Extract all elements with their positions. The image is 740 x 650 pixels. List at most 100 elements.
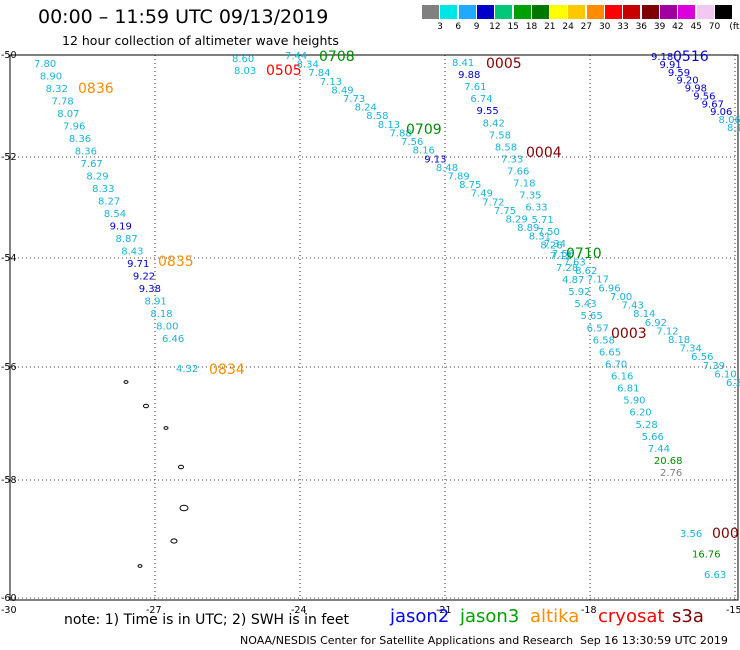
swh-reading: 7.66 <box>507 167 529 178</box>
swh-reading: 7.49 <box>471 189 493 200</box>
credit-line: NOAA/NESDIS Center for Satellite Applica… <box>240 634 574 647</box>
legend-label: 39 <box>653 22 666 32</box>
swh-reading: 6.37 <box>726 378 740 389</box>
legend-label: 9 <box>473 22 480 32</box>
satellite-altika: altika <box>530 606 580 627</box>
swh-reading: 8.32 <box>46 84 68 95</box>
lon-tick-label: -24 <box>291 605 307 616</box>
swh-reading: 7.35 <box>519 191 541 202</box>
swh-reading: 7.12 <box>656 326 678 337</box>
swh-reading: 8.36 <box>69 134 91 145</box>
legend-label: 24 <box>562 22 574 32</box>
swh-reading: 8.58 <box>366 111 388 122</box>
satellite-s3a: s3a <box>672 606 704 627</box>
legend-label: 30 <box>598 22 611 32</box>
satellite-jason3: jason3 <box>460 606 520 627</box>
island-outline <box>170 538 178 544</box>
swh-reading: 4.87 <box>562 275 584 286</box>
swh-reading: 7.72 <box>482 197 504 208</box>
swh-reading: 8.91 <box>145 297 167 308</box>
swh-reading: 9.19 <box>110 222 132 233</box>
map-title: 00:00 – 11:59 UTC 09/13/2019 <box>38 6 329 28</box>
swh-reading: 6.57 <box>587 323 609 334</box>
swh-reading: 5.71 <box>532 215 554 226</box>
swh-reading: 9.22 <box>133 272 155 283</box>
swh-reading: 7.56 <box>401 137 423 148</box>
swh-reading: 5.92 <box>568 287 590 298</box>
track-label: 0708 <box>319 49 355 65</box>
swh-reading: 7.67 <box>81 159 103 170</box>
legend-label: 45 <box>690 22 702 32</box>
swh-reading: 6.74 <box>470 94 492 105</box>
swh-reading: 5.66 <box>642 432 664 443</box>
track-label: 0505 <box>266 63 302 79</box>
lat-tick-label: -60 <box>1 593 17 604</box>
swh-reading: 8.16 <box>413 146 435 157</box>
swh-reading: 8.43 <box>121 247 143 258</box>
legend-label: 3 <box>437 22 443 32</box>
legend-label: 36 <box>635 22 648 32</box>
lon-tick-label: -27 <box>146 605 162 616</box>
track-label: 000 <box>712 526 739 542</box>
lat-tick-label: -52 <box>1 152 17 163</box>
swh-reading: 6.65 <box>599 347 621 358</box>
satellite-jason2: jason2 <box>390 606 450 627</box>
track-label: 0516 <box>673 49 709 65</box>
swh-reading: 6.81 <box>617 384 639 395</box>
swh-reading: 9.56 <box>693 91 715 102</box>
swh-reading: 7.56 <box>552 249 574 260</box>
island-outline <box>143 403 149 409</box>
swh-reading: 6.16 <box>611 372 633 383</box>
swh-reading: 6.63 <box>704 570 726 581</box>
swh-reading: 3.56 <box>680 529 702 540</box>
swh-reading: 5.90 <box>623 396 645 407</box>
swh-reading: 8.03 <box>234 66 256 77</box>
track-label: 0005 <box>486 56 522 72</box>
swh-reading: 7.61 <box>464 82 486 93</box>
swh-reading: 9.59 <box>668 68 690 79</box>
swh-reading: 6.20 <box>629 408 651 419</box>
legend-swatch <box>422 5 439 19</box>
swh-reading: 8.26 <box>540 240 562 251</box>
swh-reading: 2.76 <box>660 468 682 479</box>
swh-reading: 9.38 <box>139 284 161 295</box>
swh-reading: 8.13 <box>378 120 400 131</box>
legend-swatch <box>714 5 732 19</box>
swh-reading: 8.18 <box>668 335 690 346</box>
swh-reading: 20.68 <box>654 456 683 467</box>
swh-reading: 5.28 <box>636 420 658 431</box>
swh-reading: 8.29 <box>506 215 528 226</box>
swh-reading: 7.43 <box>622 301 644 312</box>
generated-timestamp: Sep 16 13:30:59 UTC 2019 <box>580 634 728 647</box>
legend-swatch <box>659 5 677 19</box>
swh-reading: 8.27 <box>98 197 120 208</box>
swh-reading: 7.63 <box>564 258 586 269</box>
legend-swatch <box>641 5 659 19</box>
swh-reading: 8.18 <box>150 309 172 320</box>
lat-tick-label: -56 <box>1 362 17 373</box>
swh-reading: 8.48 <box>436 163 458 174</box>
swh-reading: 6.70 <box>605 359 627 370</box>
swh-reading: 8.34 <box>297 60 319 71</box>
footer-note: note: 1) Time is in UTC; 2) SWH is in fe… <box>64 612 350 628</box>
swh-reading: 7.33 <box>501 154 523 165</box>
island-outline <box>137 564 143 568</box>
swh-reading: 8.36 <box>75 147 97 158</box>
swh-reading: 7.17 <box>587 275 609 286</box>
legend-label: 18 <box>525 22 538 32</box>
swh-reading: 9.55 <box>476 106 498 117</box>
legend-label: 27 <box>580 22 593 32</box>
swh-reading: 6.10 <box>714 369 736 380</box>
swh-reading: 9.20 <box>676 76 698 87</box>
legend-label: 12 <box>489 22 501 32</box>
track-label: 0004 <box>526 145 562 161</box>
legend-swatch <box>605 5 622 19</box>
lon-tick-label: -15 <box>726 605 740 616</box>
swh-reading: 8.87 <box>115 234 137 245</box>
swh-reading: 9.98 <box>685 84 707 95</box>
swh-reading: 5.43 <box>574 299 596 310</box>
track-label: 0834 <box>209 362 245 378</box>
legend-label: 42 <box>672 22 684 32</box>
swh-reading: 7.44 <box>285 51 307 62</box>
swh-reading: 7.44 <box>648 444 670 455</box>
